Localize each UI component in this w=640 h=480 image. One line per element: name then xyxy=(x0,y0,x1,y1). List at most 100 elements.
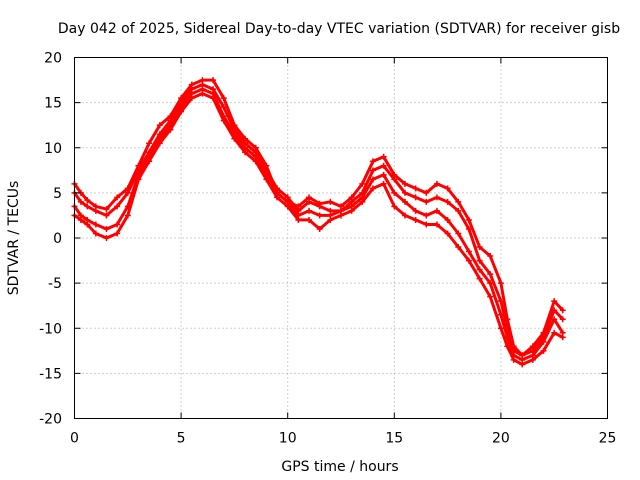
data-point xyxy=(84,221,91,228)
y-tick-label: 5 xyxy=(53,186,62,202)
data-point xyxy=(124,212,131,219)
data-point xyxy=(306,198,313,205)
axis-ticks: 0 5 10 15 20 25 -20 -15 -10 -5 0 5 10 15 20 xyxy=(39,51,616,447)
data-point xyxy=(529,356,536,363)
data-point xyxy=(465,257,472,264)
data-point xyxy=(433,207,440,214)
data-point xyxy=(476,244,483,251)
data-point xyxy=(369,158,376,165)
data-point xyxy=(497,298,504,305)
data-point xyxy=(497,280,504,287)
data-point xyxy=(114,203,121,210)
data-point xyxy=(423,221,430,228)
data-point xyxy=(559,316,566,323)
data-point xyxy=(124,189,131,196)
data-point xyxy=(476,266,483,273)
data-point xyxy=(465,248,472,255)
data-point xyxy=(284,203,291,210)
chart-title: Day 042 of 2025, Sidereal Day-to-day VTE… xyxy=(58,21,620,37)
data-point xyxy=(380,153,387,160)
data-point xyxy=(252,158,259,165)
data-point xyxy=(444,185,451,192)
data-point xyxy=(487,271,494,278)
data-point xyxy=(391,189,398,196)
data-point xyxy=(210,77,217,84)
data-point xyxy=(316,203,323,210)
data-point xyxy=(519,361,526,368)
x-tick-label: 5 xyxy=(177,431,186,447)
plot-frame xyxy=(74,57,608,419)
series-points-trace-2 xyxy=(71,81,566,359)
data-point xyxy=(487,253,494,260)
data-point xyxy=(274,194,281,201)
data-point xyxy=(476,275,483,282)
data-point xyxy=(497,311,504,318)
data-point xyxy=(306,207,313,214)
data-point xyxy=(559,334,566,341)
data-point xyxy=(369,167,376,174)
data-point xyxy=(114,221,121,228)
data-point xyxy=(380,171,387,178)
data-point xyxy=(103,212,110,219)
data-point xyxy=(103,206,110,213)
data-point xyxy=(146,158,153,165)
data-point xyxy=(338,212,344,219)
data-point xyxy=(497,325,504,332)
data-point xyxy=(423,212,430,219)
data-point xyxy=(465,216,472,223)
data-point xyxy=(327,216,334,223)
data-point xyxy=(327,198,334,205)
data-point xyxy=(540,347,547,354)
y-tick-label: 10 xyxy=(44,141,62,157)
data-point xyxy=(359,198,366,205)
series-line-trace-3 xyxy=(73,87,565,362)
data-point xyxy=(455,207,462,214)
data-point xyxy=(551,316,558,323)
data-point xyxy=(84,197,91,204)
data-point xyxy=(306,216,313,223)
x-tick-label: 20 xyxy=(492,431,510,447)
data-point xyxy=(167,126,174,133)
data-point xyxy=(423,198,430,205)
data-point xyxy=(380,180,387,187)
data-point xyxy=(156,140,163,147)
data-point xyxy=(188,95,195,102)
x-tick-label: 25 xyxy=(599,431,617,447)
data-point xyxy=(391,203,398,210)
data-point xyxy=(476,257,483,264)
data-point xyxy=(242,149,249,156)
data-point xyxy=(220,95,227,102)
data-point xyxy=(316,212,323,219)
data-point xyxy=(103,235,110,241)
y-tick-label: 0 xyxy=(53,231,62,247)
data-point xyxy=(401,212,408,219)
data-point xyxy=(114,230,121,237)
data-point xyxy=(135,176,142,183)
y-tick-label: -15 xyxy=(39,366,62,382)
data-point xyxy=(369,185,376,192)
data-point xyxy=(156,122,163,129)
data-point xyxy=(103,225,110,232)
data-point xyxy=(559,307,566,314)
data-point xyxy=(551,307,558,314)
data-point xyxy=(551,329,558,336)
series-line-trace-2 xyxy=(73,83,565,357)
x-tick-label: 10 xyxy=(279,431,297,447)
data-point xyxy=(84,203,91,210)
data-point xyxy=(401,189,408,196)
data-point xyxy=(220,104,227,111)
data-point xyxy=(412,207,419,214)
data-point xyxy=(444,216,451,223)
y-tick-label: -20 xyxy=(39,412,62,428)
data-point xyxy=(401,198,408,205)
data-point xyxy=(380,162,387,169)
data-point xyxy=(199,90,206,97)
y-axis-label: SDTVAR / TECUs xyxy=(6,181,22,296)
data-point xyxy=(455,244,462,251)
data-point xyxy=(391,176,398,183)
x-tick-label: 15 xyxy=(385,431,403,447)
data-point xyxy=(369,176,376,183)
data-point xyxy=(92,230,99,237)
data-point xyxy=(455,198,462,205)
